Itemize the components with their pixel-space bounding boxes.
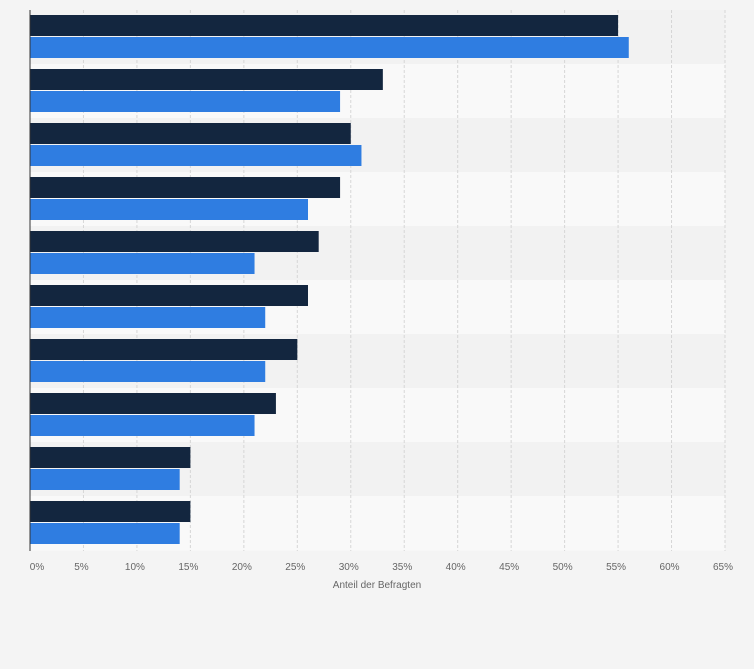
bars <box>30 15 629 544</box>
tick-label: 55% <box>606 562 626 573</box>
bar <box>30 91 341 112</box>
bar <box>30 231 319 252</box>
tick-label: 60% <box>660 562 680 573</box>
bar <box>30 415 255 436</box>
tick-label: 20% <box>232 562 252 573</box>
bar <box>30 199 308 220</box>
tick-label: 50% <box>553 562 573 573</box>
bar <box>30 253 255 274</box>
tick-label: 30% <box>339 562 359 573</box>
bar <box>30 15 619 36</box>
bar <box>30 69 383 90</box>
bar <box>30 37 629 58</box>
bar <box>30 501 191 522</box>
bar <box>30 469 180 490</box>
bar <box>30 145 362 166</box>
tick-label: 35% <box>392 562 412 573</box>
tick-label: 65% <box>713 562 733 573</box>
bar <box>30 285 308 306</box>
bar <box>30 123 351 144</box>
bar <box>30 393 276 414</box>
gridlines <box>82 10 726 551</box>
tick-label: 40% <box>446 562 466 573</box>
tick-label: 15% <box>178 562 198 573</box>
tick-label: 25% <box>285 562 305 573</box>
bar <box>30 339 298 360</box>
bar <box>30 307 266 328</box>
bar <box>30 361 266 382</box>
x-tick-labels: 0% 5% 10% 15% 20% 25% 30% 35% 40% 45% 50% 55% 60% 65% <box>30 562 733 573</box>
tick-label: 10% <box>125 562 145 573</box>
tick-label: 5% <box>74 562 89 573</box>
bar <box>30 447 191 468</box>
tick-label: 45% <box>499 562 519 573</box>
x-axis-title: Anteil der Befragten <box>333 580 421 591</box>
tick-label: 0% <box>30 562 45 573</box>
bar <box>30 523 180 544</box>
bar <box>30 177 341 198</box>
